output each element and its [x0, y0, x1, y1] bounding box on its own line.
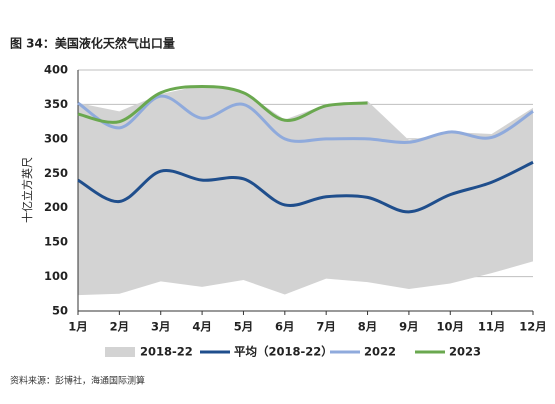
y-tick-label: 100 — [44, 269, 68, 283]
x-tick-label: 4月 — [192, 320, 212, 334]
x-tick-label: 6月 — [275, 320, 295, 334]
chart-title: 图 34：美国液化天然气出口量 — [10, 36, 175, 51]
x-tick-label: 12月 — [519, 320, 547, 334]
y-tick-label: 400 — [44, 63, 68, 77]
y-tick-label: 200 — [44, 200, 68, 214]
source: 资料来源：彭博社，海通国际测算 — [10, 375, 145, 387]
line — [77, 160, 534, 214]
x-tick-label: 7月 — [316, 320, 336, 334]
x-tick-label: 9月 — [399, 320, 419, 334]
y-tick-label: 150 — [44, 235, 68, 249]
legend-label: 2022 — [364, 345, 396, 359]
x-tick-label: 1月 — [68, 320, 88, 334]
y-tick-label: 300 — [44, 131, 68, 145]
y-axis-label: 十亿立方英尺 — [20, 157, 34, 223]
x-tick-label: 2月 — [110, 320, 130, 334]
legend-label: 平均（2018-22） — [234, 345, 333, 359]
x-tick-label: 3月 — [151, 320, 171, 334]
x-tick-label: 11月 — [478, 320, 506, 334]
line — [77, 85, 368, 124]
x-tick-label: 10月 — [437, 320, 465, 334]
legend-label: 2023 — [449, 345, 481, 359]
x-tick-label: 5月 — [234, 320, 254, 334]
y-tick-label: 350 — [44, 97, 68, 111]
y-tick-label: 250 — [44, 166, 68, 180]
legend-swatch — [105, 347, 135, 357]
legend-label: 2018-22 — [140, 345, 193, 359]
range-area — [78, 85, 533, 296]
x-tick-label: 8月 — [358, 320, 378, 334]
line — [77, 94, 534, 145]
y-tick-label: 50 — [52, 304, 68, 318]
